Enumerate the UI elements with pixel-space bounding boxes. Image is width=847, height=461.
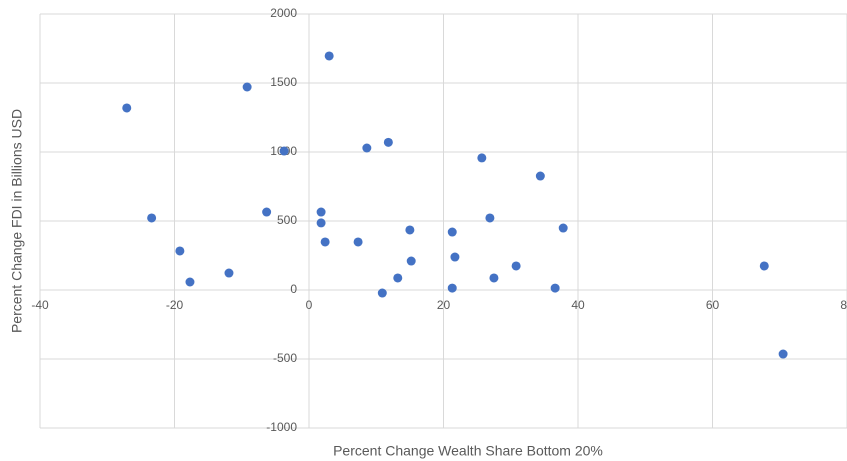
point [122,103,132,113]
point [320,237,330,247]
point [550,283,560,293]
x-tick-label: 0 [306,298,313,312]
point [316,207,326,217]
y-tick-label: -500 [273,351,297,365]
x-tick-label: -40 [31,298,49,312]
point [185,277,195,287]
point [450,252,460,262]
point [405,225,415,235]
x-axis-title: Percent Change Wealth Share Bottom 20% [333,443,603,459]
point [535,171,545,181]
point [558,223,568,233]
x-tick-label: 40 [571,298,585,312]
point [362,143,372,153]
y-tick-label: 2000 [270,6,297,20]
y-tick-label: 1500 [270,75,297,89]
y-tick-label: 0 [290,282,297,296]
x-tick-label: 20 [437,298,451,312]
point [316,218,326,228]
x-tick-label: 60 [706,298,720,312]
y-axis-title: Percent Change FDI in Billions USD [9,109,25,333]
point [324,51,334,61]
x-tick-label: 80 [840,298,847,312]
point [353,237,363,247]
point [383,137,393,147]
point [147,213,157,223]
point [262,207,272,217]
point [447,283,457,293]
point [224,268,234,278]
point [778,349,788,359]
point [489,273,499,283]
point [511,261,521,271]
point [485,213,495,223]
point [279,146,289,156]
point [377,288,387,298]
point [175,246,185,256]
y-tick-label: 500 [277,213,297,227]
point [759,261,769,271]
point [406,256,416,266]
point [477,153,487,163]
y-tick-label: -1000 [266,420,297,434]
x-tick-label: -20 [166,298,184,312]
point [242,82,252,92]
point [393,273,403,283]
point [447,227,457,237]
